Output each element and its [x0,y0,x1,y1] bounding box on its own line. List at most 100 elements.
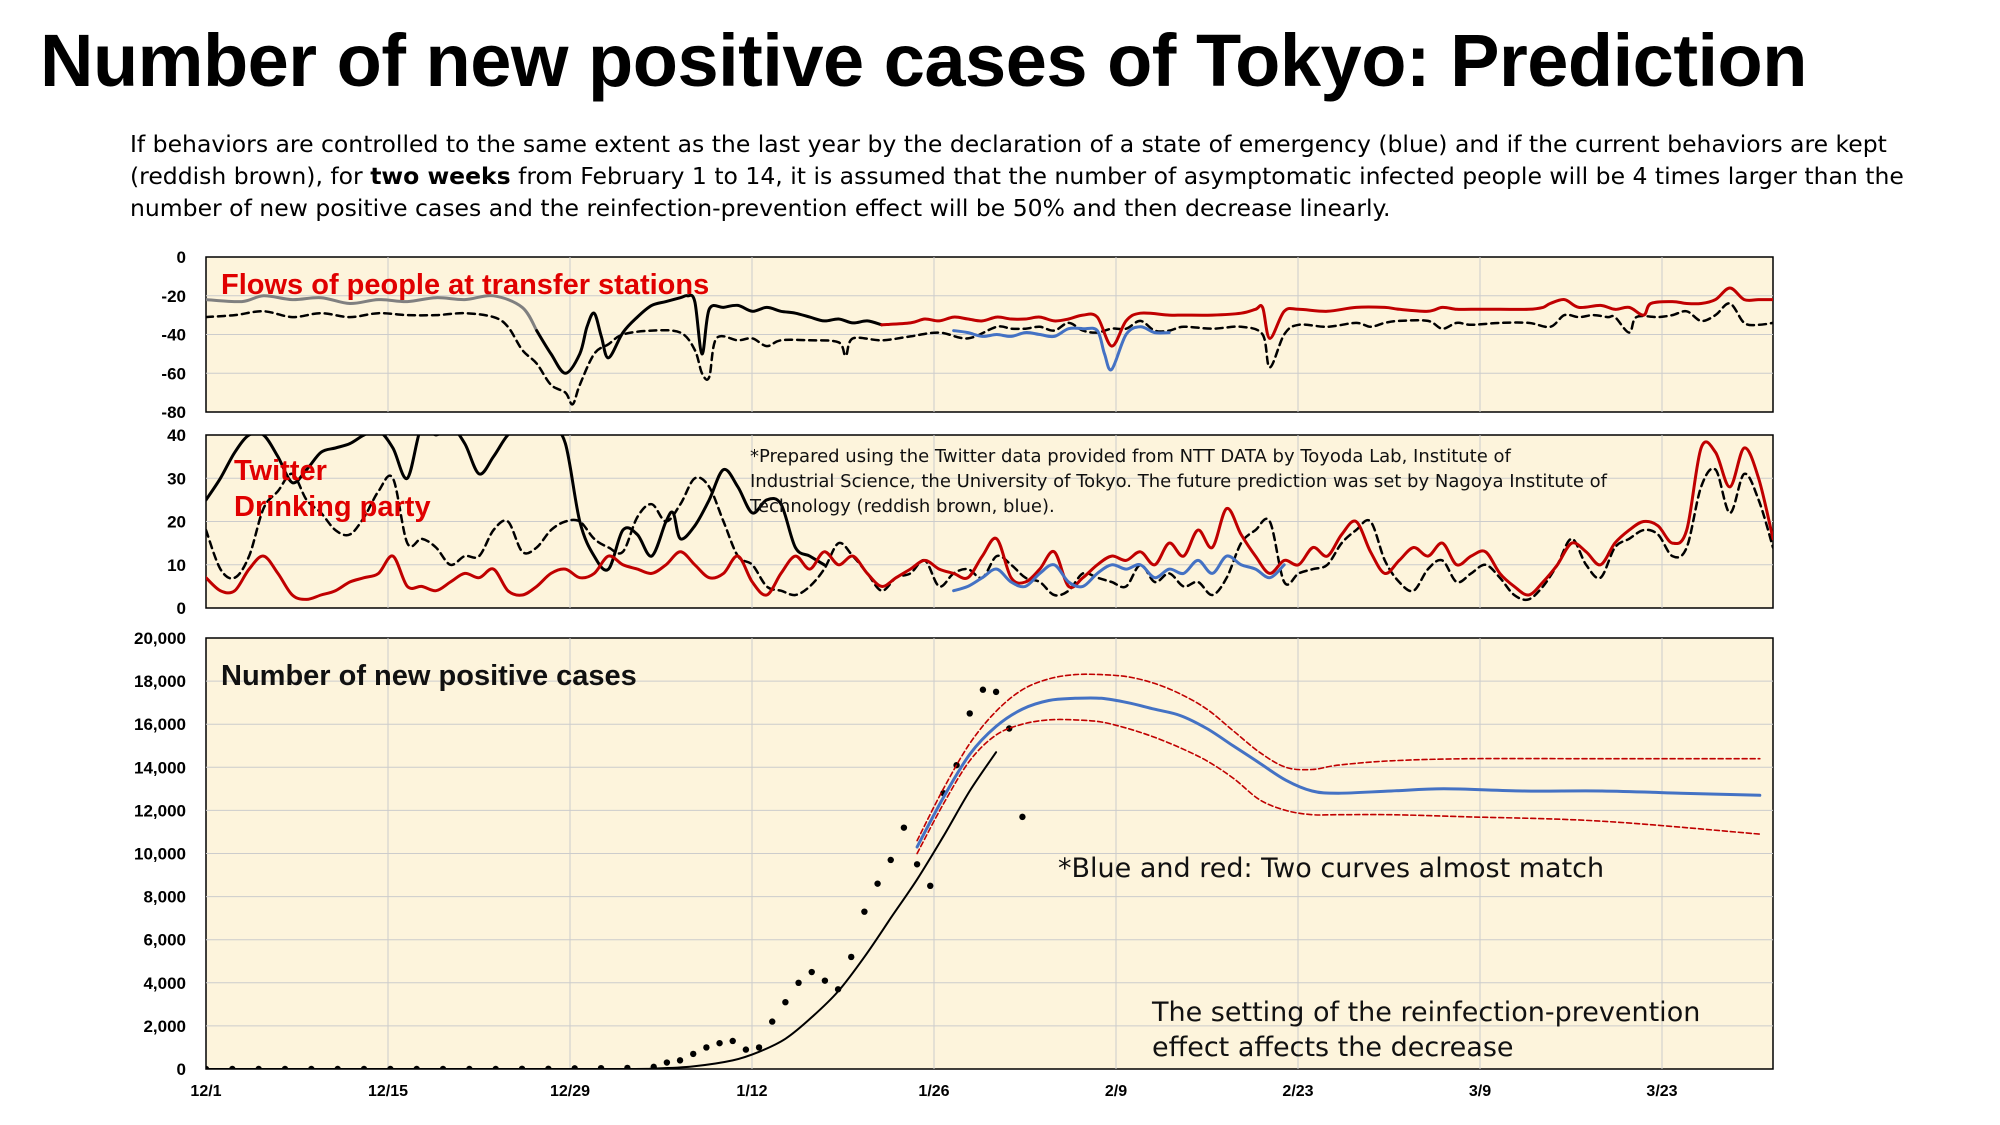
observed-point [663,1059,671,1066]
x-tick-label: 2/23 [1282,1083,1313,1100]
observed-point [729,1037,736,1045]
x-tick-label: 12/15 [368,1083,408,1100]
series-emergency [952,554,1286,593]
series-observed [206,751,998,1069]
y-tick-label: 2,000 [143,1017,186,1036]
x-tick-label: 3/9 [1469,1083,1491,1100]
series-observed-early [206,294,539,333]
y-tick-label: 12,000 [134,801,186,820]
observed-point [571,1065,578,1069]
y-tick-label: 40 [167,426,186,445]
y-tick-label: 8,000 [143,888,186,907]
annotation-decrease-line1: The setting of the reinfection-preventio… [1151,997,1700,1028]
observed-point [703,1044,710,1051]
observed-point [545,1065,552,1069]
series-last-year [206,467,1773,602]
observed-point [413,1065,420,1069]
twitter-note-line1: *Prepared using the Twitter data provide… [750,446,1512,467]
observed-point [755,1044,763,1051]
series-group-1 [206,435,1773,602]
series-current-behavior [206,440,1773,601]
annotation-match: *Blue and red: Two curves almost match [1058,853,1604,884]
series-last-year [206,302,1773,406]
observed-point [782,998,789,1006]
observed-point [439,1065,447,1069]
x-tick-label: 12/1 [190,1083,221,1100]
observed-point [808,968,815,976]
series-observed [206,435,826,572]
observed-point [927,882,934,890]
series-emergency [915,696,1762,849]
y-tick-label: 0 [177,248,186,267]
series-group-2 [206,673,1762,1069]
y-tick-label: -40 [161,326,186,345]
series-observed [535,293,884,375]
twitter-note-line2: Industrial Science, the University of To… [750,471,1608,492]
y-tick-label: -80 [161,403,186,422]
observed-point [624,1064,631,1069]
observed-point [255,1065,262,1069]
y-tick-label: 10,000 [134,845,186,864]
description: If behaviors are controlled to the same … [130,128,1960,224]
observed-point [834,986,842,993]
cases-title: Number of new positive cases [221,660,637,692]
observed-point [966,710,973,717]
observed-point [466,1065,473,1069]
y-tick-label: -20 [161,287,186,306]
y-tick-label: 0 [177,599,186,618]
observed-point [690,1050,697,1058]
observed-point [848,953,855,961]
page-title: Number of new positive cases of Tokyo: P… [40,19,1807,102]
twitter-title-line2: Drinking party [234,491,431,523]
series-current-behavior [880,286,1773,348]
observed-point [281,1065,289,1069]
observed-point [874,880,881,887]
observed-point [387,1065,394,1069]
observed-point [821,977,829,984]
y-tick-label: -60 [161,364,186,383]
observed-point [900,824,908,831]
observed-point [492,1065,499,1069]
observed-point [206,1065,210,1069]
observed-point [979,686,987,693]
observed-point [518,1065,526,1069]
observed-point [887,856,894,864]
observed-point [676,1057,684,1064]
y-tick-label: 0 [177,1060,186,1079]
series-group-0 [206,286,1773,406]
y-tick-label: 18,000 [134,672,186,691]
description-bold: two weeks [370,162,511,190]
observed-point [229,1065,236,1069]
observed-point [742,1046,750,1053]
description-text-end: from February 1 to 14, it is assumed tha… [130,162,1904,222]
y-tick-label: 30 [167,469,186,488]
twitter-title-line1: Twitter [234,455,327,487]
series-emergency [952,325,1171,372]
observed-point [597,1064,605,1069]
observed-point [992,688,1000,696]
x-tick-label: 3/23 [1646,1083,1677,1100]
y-tick-label: 14,000 [134,758,186,777]
y-tick-label: 16,000 [134,715,186,734]
y-tick-label: 6,000 [143,931,186,950]
flows-title: Flows of people at transfer stations [221,269,709,301]
description-text: If behaviors are controlled to the same … [130,130,1887,190]
series-lower-bound [916,718,1761,855]
observed-point [334,1065,341,1069]
x-tick-label: 1/12 [736,1083,767,1100]
series-upper-bound [916,673,1761,842]
x-tick-label: 12/29 [550,1083,590,1100]
x-tick-label: 2/9 [1105,1083,1127,1100]
series-layer [206,286,1773,1069]
grid-lines [206,257,1773,1069]
observed-point [360,1065,368,1069]
y-tick-label: 20,000 [134,629,186,648]
observed-point [716,1039,723,1047]
y-tick-label: 20 [167,513,186,532]
y-tick-label: 4,000 [143,974,186,993]
observed-point [308,1065,315,1069]
y-tick-label: 10 [167,556,186,575]
annotation-decrease-line2: effect affects the decrease [1152,1032,1514,1063]
